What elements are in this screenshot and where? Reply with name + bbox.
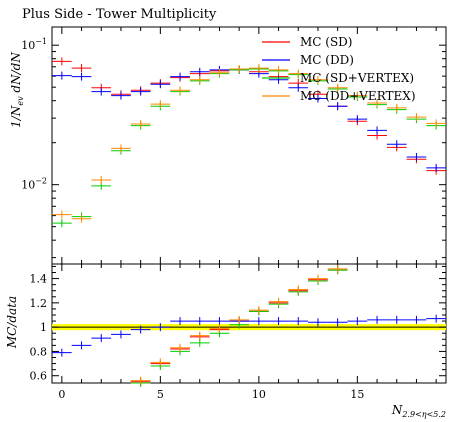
ratio-point-mc-dd-vertex — [327, 264, 348, 273]
ratio-point-mc-dd — [189, 317, 210, 326]
ratio-point-mc-dd — [249, 317, 269, 326]
main-point-mc-dd-vertex — [150, 100, 171, 109]
main-point-mc-dd — [91, 87, 112, 96]
ratio-point-mc-sd-vertex — [189, 338, 210, 347]
main-point-mc-sd-vertex — [52, 219, 72, 228]
ratio-point-mc-dd — [71, 341, 92, 350]
ratio-xtick-label: 10 — [252, 388, 266, 401]
legend-label-mc-sd: MC (SD) — [300, 35, 353, 49]
main-ylabel: 1/Nev dN/dN — [9, 52, 25, 128]
main-point-mc-dd-vertex — [111, 144, 131, 153]
main-series — [52, 57, 446, 228]
ratio-ticks: 0.6 0.8 1 1.2 1.4 0 5 10 15 — [30, 264, 446, 401]
main-point-mc-dd-vertex — [209, 68, 230, 77]
ratio-point-mc-dd — [308, 318, 328, 327]
main-point-mc-dd — [386, 140, 407, 149]
ratio-xtick-label: 15 — [350, 388, 364, 401]
main-point-mc-dd-vertex — [130, 120, 151, 129]
main-point-mc-dd-vertex — [347, 91, 368, 100]
main-point-mc-dd — [111, 91, 131, 100]
main-plot-frame — [51, 26, 447, 265]
main-point-mc-dd — [170, 72, 190, 81]
main-point-mc-dd-vertex — [308, 75, 328, 84]
main-point-mc-dd-vertex — [327, 83, 348, 92]
ratio-xtick-label: 5 — [157, 388, 164, 401]
main-point-mc-dd — [308, 94, 328, 103]
chart-title: Plus Side - Tower Multiplicity — [22, 7, 217, 22]
legend-label-mc-sd-vertex: MC (SD+VERTEX) — [300, 71, 414, 85]
ratio-point-mc-dd — [91, 334, 112, 343]
main-point-mc-dd-vertex — [249, 64, 269, 73]
ratio-point-mc-dd — [386, 315, 407, 324]
main-point-mc-dd-vertex — [189, 75, 210, 84]
ratio-point-mc-dd-vertex — [130, 376, 151, 385]
main-point-mc-dd-vertex — [288, 69, 309, 78]
main-point-mc-sd — [52, 57, 72, 66]
ratio-xlabel: N2.9<η<5.2 — [391, 403, 446, 419]
ratio-point-mc-dd — [426, 314, 446, 323]
main-point-mc-dd-vertex — [71, 214, 92, 223]
main-ticks: 10−2 10−1 — [21, 27, 446, 264]
ratio-ylabel: MC/data — [5, 296, 19, 349]
main-point-mc-dd — [426, 163, 446, 172]
main-ytick-label: 10−1 — [21, 37, 47, 52]
main-point-mc-sd — [71, 64, 92, 73]
main-point-mc-dd — [52, 71, 72, 80]
ratio-point-mc-dd-vertex — [308, 274, 328, 283]
main-point-mc-dd — [288, 83, 309, 92]
ratio-point-mc-dd-vertex — [209, 324, 230, 333]
ratio-point-mc-dd-vertex — [288, 285, 309, 294]
main-point-mc-dd-vertex — [52, 210, 72, 219]
main-ytick-label: 10−2 — [21, 177, 47, 192]
main-point-mc-dd-vertex — [170, 86, 190, 95]
main-point-mc-dd-vertex — [426, 119, 446, 128]
main-point-mc-dd — [268, 75, 289, 84]
ratio-point-mc-dd-vertex — [189, 331, 210, 340]
ratio-point-mc-dd — [288, 317, 309, 326]
ratio-point-mc-dd-vertex — [249, 306, 269, 315]
ratio-reference-band — [52, 324, 446, 331]
ratio-point-mc-dd — [367, 315, 387, 324]
main-point-mc-dd-vertex — [367, 99, 387, 108]
ratio-point-mc-dd-vertex — [170, 343, 190, 352]
main-point-mc-dd — [347, 115, 368, 124]
main-point-mc-dd — [189, 67, 210, 76]
ratio-point-mc-dd-vertex — [229, 315, 249, 324]
ratio-ytick-label: 1.4 — [30, 273, 48, 286]
ratio-series — [52, 264, 446, 387]
ratio-point-mc-dd — [209, 317, 230, 326]
ratio-point-mc-dd — [406, 315, 427, 324]
legend-label-mc-dd-vertex: MC (DD+VERTEX) — [300, 89, 416, 103]
ratio-point-mc-dd — [52, 348, 72, 357]
ratio-ytick-label: 1.2 — [30, 297, 48, 310]
ratio-point-mc-dd — [268, 317, 289, 326]
main-point-mc-dd — [367, 126, 387, 135]
main-point-mc-dd — [327, 102, 348, 111]
legend: MC (SD) MC (DD) MC (SD+VERTEX) MC (DD+VERTE… — [262, 35, 416, 103]
ratio-point-mc-dd-vertex — [150, 358, 171, 367]
ratio-xtick-label: 0 — [58, 388, 65, 401]
ratio-point-mc-dd — [327, 318, 348, 327]
main-point-mc-dd-vertex — [386, 103, 407, 112]
main-point-mc-dd — [130, 87, 151, 96]
legend-label-mc-dd: MC (DD) — [300, 53, 354, 67]
main-point-mc-dd — [406, 152, 427, 161]
main-point-mc-dd-vertex — [406, 113, 427, 122]
ratio-point-mc-dd-vertex — [268, 297, 289, 306]
ratio-point-mc-dd — [111, 330, 131, 339]
ratio-ytick-label: 0.8 — [30, 345, 48, 358]
main-point-mc-dd — [150, 80, 171, 89]
main-point-mc-dd-vertex — [91, 176, 112, 185]
ratio-point-mc-dd — [347, 317, 368, 326]
ratio-point-mc-dd — [150, 323, 171, 332]
ratio-ytick-label: 1 — [40, 321, 47, 334]
ratio-point-mc-dd — [130, 325, 151, 334]
main-point-mc-dd-vertex — [229, 64, 249, 73]
ratio-plot-frame — [51, 263, 447, 384]
ratio-point-mc-dd — [170, 317, 190, 326]
main-point-mc-dd-vertex — [268, 65, 289, 74]
ratio-ytick-label: 0.6 — [30, 370, 48, 383]
main-point-mc-dd — [71, 72, 92, 81]
